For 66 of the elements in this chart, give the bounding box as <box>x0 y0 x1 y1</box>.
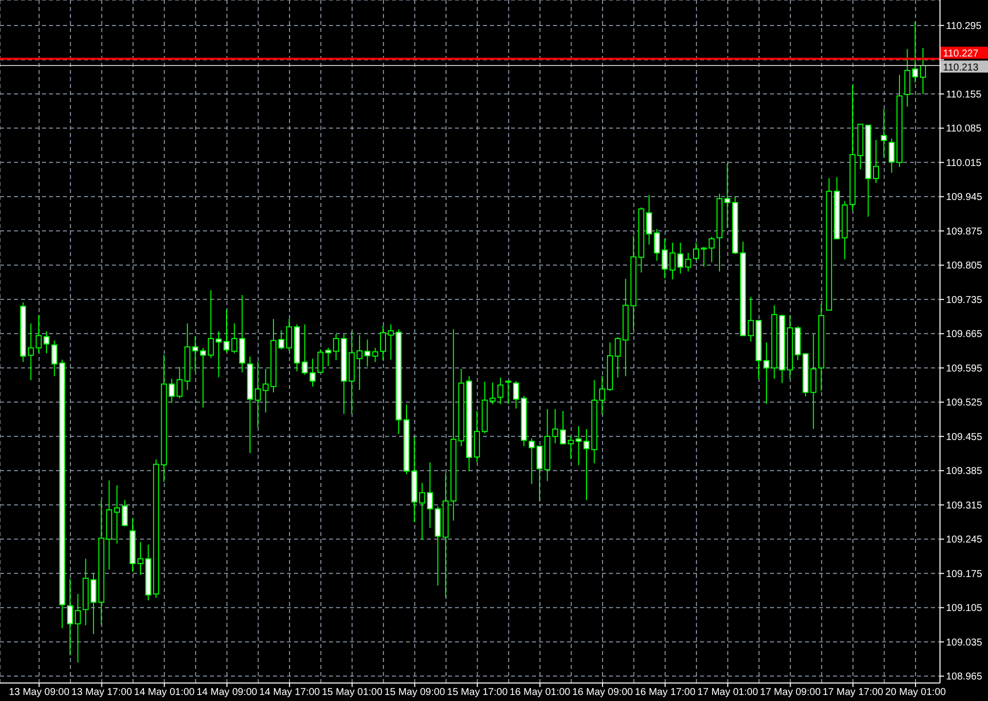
y-tick-label: 110.295 <box>946 20 982 32</box>
candlestick <box>880 108 887 158</box>
candlestick <box>920 47 926 94</box>
candlestick <box>560 410 566 445</box>
candlestick <box>90 572 96 635</box>
y-tick-label: 109.455 <box>946 432 983 443</box>
x-tick-label: 16 May 17:00 <box>634 687 696 698</box>
x-tick-label: 13 May 09:00 <box>8 687 70 698</box>
x-tick-label: 17 May 01:00 <box>697 687 758 698</box>
y-tick-label: 108.965 <box>946 672 983 683</box>
candlestick <box>137 542 144 576</box>
x-tick-label: 20 May 01:00 <box>885 687 946 698</box>
y-tick-label: 109.525 <box>946 398 983 409</box>
candlestick <box>810 333 816 430</box>
candlestick <box>513 380 520 410</box>
candlestick <box>497 377 504 405</box>
x-tick-label: 13 May 17:00 <box>71 687 132 698</box>
x-tick-label: 14 May 09:00 <box>196 687 258 698</box>
y-tick-label: 109.665 <box>946 329 983 340</box>
y-tick-label: 109.245 <box>946 534 983 546</box>
x-tick-label: 17 May 17:00 <box>822 687 884 698</box>
y-tick-label: 109.035 <box>946 637 983 648</box>
candlestick <box>670 242 676 280</box>
candlestick <box>67 578 74 656</box>
y-tick-label: 109.385 <box>946 466 983 478</box>
ref-line-label: 110.213 <box>943 62 979 74</box>
x-tick-label: 17 May 09:00 <box>760 687 822 698</box>
candlestick <box>224 309 230 353</box>
y-tick-label: 109.875 <box>946 226 983 238</box>
x-tick-label: 14 May 01:00 <box>134 687 196 698</box>
candlestick <box>426 462 433 528</box>
y-tick-label: 109.595 <box>946 363 983 374</box>
candlestick <box>356 334 363 390</box>
x-tick-label: 16 May 09:00 <box>572 687 634 698</box>
candlestick <box>528 438 535 484</box>
candlestick <box>380 325 386 361</box>
candlestick <box>200 347 206 408</box>
candlestick <box>490 382 496 405</box>
y-tick-label: 109.175 <box>946 568 983 580</box>
y-tick-label: 110.155 <box>946 89 982 100</box>
candlestick <box>873 139 880 184</box>
candlestick <box>176 366 183 399</box>
candlestick <box>693 242 700 261</box>
y-tick-label: 109.805 <box>946 260 983 272</box>
ref-line-label: 110.227 <box>943 48 979 60</box>
candlestick <box>888 138 895 174</box>
candlestick <box>763 342 770 404</box>
x-tick-label: 15 May 09:00 <box>384 687 446 698</box>
candlestick <box>583 428 590 501</box>
x-tick-label: 15 May 17:00 <box>447 687 508 698</box>
candlestick <box>114 484 120 544</box>
candlestick <box>333 334 340 361</box>
candlestick <box>44 330 50 354</box>
x-tick-label: 14 May 17:00 <box>259 687 320 698</box>
y-tick-label: 110.085 <box>946 124 982 135</box>
candlestick <box>74 593 81 663</box>
x-tick-label: 16 May 01:00 <box>510 687 571 698</box>
y-tick-label: 110.015 <box>946 158 982 169</box>
y-tick-label: 109.315 <box>946 500 983 512</box>
candlestick <box>505 380 512 405</box>
y-tick-label: 109.945 <box>946 192 983 204</box>
y-tick-label: 109.105 <box>946 603 983 614</box>
x-tick-label: 15 May 01:00 <box>322 687 383 698</box>
y-tick-label: 109.735 <box>946 294 983 306</box>
candlestick <box>122 500 128 527</box>
candlestick <box>536 446 543 502</box>
